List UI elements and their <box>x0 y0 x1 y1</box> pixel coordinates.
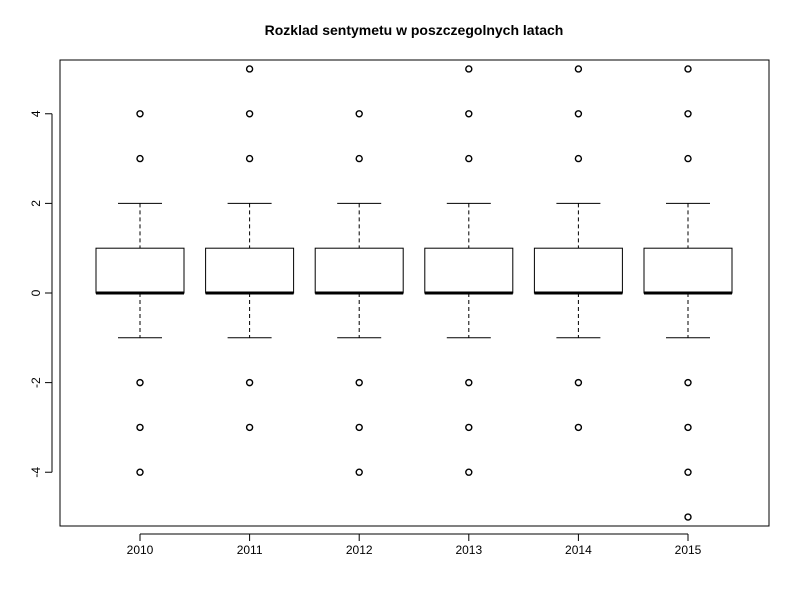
outlier-point <box>684 154 692 163</box>
outlier-point <box>355 154 363 163</box>
outlier-point <box>136 154 144 163</box>
outlier-point <box>465 65 473 73</box>
outlier-point <box>574 423 583 432</box>
box-2014 <box>533 65 623 432</box>
outlier-point <box>574 378 583 387</box>
outlier-point <box>684 378 692 387</box>
outlier-point <box>136 378 144 387</box>
y-tick-label: -4 <box>29 467 43 478</box>
y-tick-label: 2 <box>29 200 43 207</box>
outlier-point <box>465 423 473 432</box>
outlier-point <box>355 468 363 476</box>
x-tick-label: 2013 <box>455 543 482 557</box>
chart-title: Rozklad sentymetu w poszczegolnych latac… <box>265 22 564 38</box>
iqr-box <box>533 247 623 294</box>
x-tick-label: 2014 <box>565 543 592 557</box>
box-2013 <box>424 65 514 476</box>
outlier-point <box>136 468 144 476</box>
outlier-point <box>684 65 692 73</box>
outlier-point <box>465 110 473 118</box>
iqr-box <box>424 247 514 294</box>
iqr-box <box>95 247 185 294</box>
y-axis: -4 -2 0 2 4 <box>29 110 53 478</box>
outlier-point <box>245 378 254 387</box>
outlier-point <box>245 423 254 432</box>
outlier-point <box>684 110 692 118</box>
box-2010 <box>95 110 185 476</box>
outlier-point <box>136 110 144 118</box>
boxes-group <box>95 65 733 521</box>
outlier-point <box>136 423 144 432</box>
outlier-point <box>684 513 692 521</box>
x-tick-label: 2010 <box>127 543 154 557</box>
x-tick-label: 2015 <box>675 543 702 557</box>
x-tick-label: 2012 <box>346 543 373 557</box>
outlier-point <box>465 468 473 476</box>
box-2011 <box>205 65 295 432</box>
iqr-box <box>205 247 295 294</box>
outlier-point <box>574 154 583 163</box>
plot-frame <box>59 59 770 527</box>
box-2012 <box>314 110 404 476</box>
outlier-point <box>684 423 692 432</box>
outlier-point <box>245 110 254 118</box>
outlier-point <box>574 110 583 118</box>
x-axis: 2010 2011 2012 2013 2014 2015 <box>127 533 702 557</box>
y-tick-label: -2 <box>29 377 43 388</box>
iqr-box <box>643 247 733 294</box>
x-tick-label: 2011 <box>237 543 263 557</box>
y-tick-label: 0 <box>29 289 43 296</box>
outlier-point <box>574 65 583 73</box>
outlier-point <box>465 154 473 163</box>
y-tick-label: 4 <box>29 110 43 117</box>
outlier-point <box>684 468 692 476</box>
outlier-point <box>245 65 254 73</box>
iqr-box <box>314 247 404 294</box>
outlier-point <box>355 110 363 118</box>
outlier-point <box>355 378 363 387</box>
box-2015 <box>643 65 733 521</box>
outlier-point <box>465 378 473 387</box>
outlier-point <box>245 154 254 163</box>
outlier-point <box>355 423 363 432</box>
